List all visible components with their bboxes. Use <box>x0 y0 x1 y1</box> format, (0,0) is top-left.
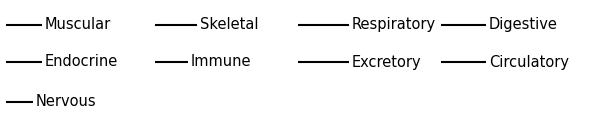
Text: Digestive: Digestive <box>489 17 558 32</box>
Text: Nervous: Nervous <box>36 94 97 109</box>
Text: Immune: Immune <box>191 55 252 69</box>
Text: Respiratory: Respiratory <box>352 17 436 32</box>
Text: Excretory: Excretory <box>352 55 421 69</box>
Text: Endocrine: Endocrine <box>45 55 118 69</box>
Text: Muscular: Muscular <box>45 17 111 32</box>
Text: Skeletal: Skeletal <box>200 17 258 32</box>
Text: Circulatory: Circulatory <box>489 55 569 69</box>
